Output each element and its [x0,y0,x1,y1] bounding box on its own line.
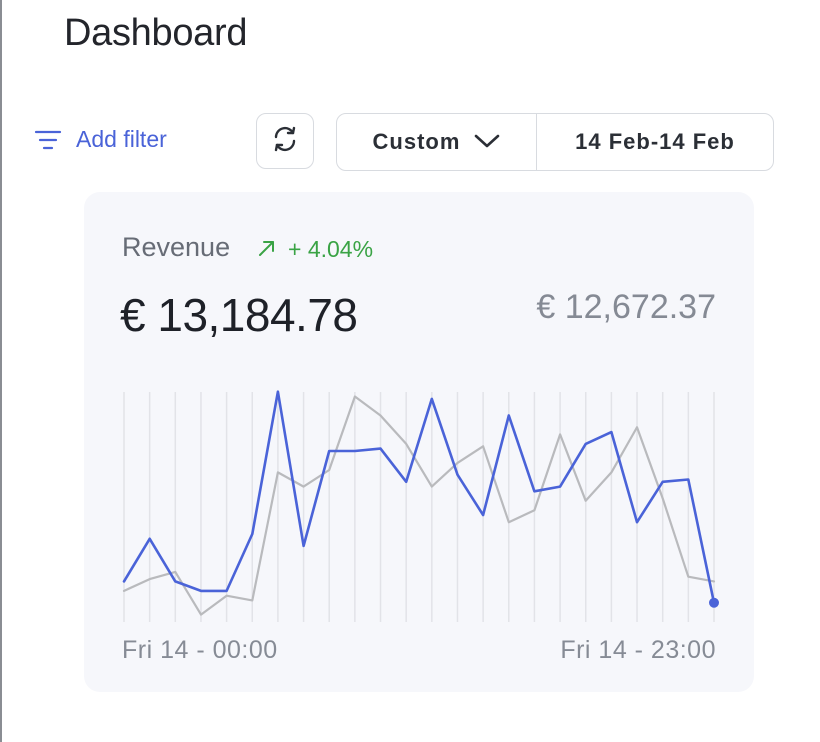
arrow-up-right-icon [258,236,276,263]
metric-change-value: + 4.04% [288,236,374,262]
series-line-previous [122,395,716,616]
x-tick-label-end: Fri 14 - 23:00 [560,636,716,664]
chevron-down-icon [474,129,500,155]
metric-current-value: € 13,184.78 [120,289,358,341]
metric-previous-value: € 12,672.37 [536,288,716,326]
add-filter-button[interactable]: Add filter [34,126,167,153]
date-range-picker[interactable]: 14 Feb-14 Feb [537,114,773,170]
refresh-icon [270,124,300,159]
date-range-control: Custom 14 Feb-14 Feb [336,113,774,171]
window-left-border [0,0,2,742]
add-filter-label: Add filter [76,126,167,152]
refresh-button[interactable] [256,113,314,169]
series-line-current [122,390,716,605]
metric-change: + 4.04% [258,236,373,263]
filter-icon [34,129,62,151]
range-preset-dropdown[interactable]: Custom [337,114,537,170]
revenue-card: Revenue + 4.04% € 13,184.78 € 12,672.37 … [84,192,754,692]
x-tick-label-start: Fri 14 - 00:00 [122,636,278,664]
page-title: Dashboard [64,12,248,54]
date-range-value: 14 Feb-14 Feb [575,129,735,154]
range-preset-value: Custom [372,129,461,154]
revenue-chart [122,390,719,622]
metric-label: Revenue [122,232,231,262]
series-end-point [709,597,719,608]
